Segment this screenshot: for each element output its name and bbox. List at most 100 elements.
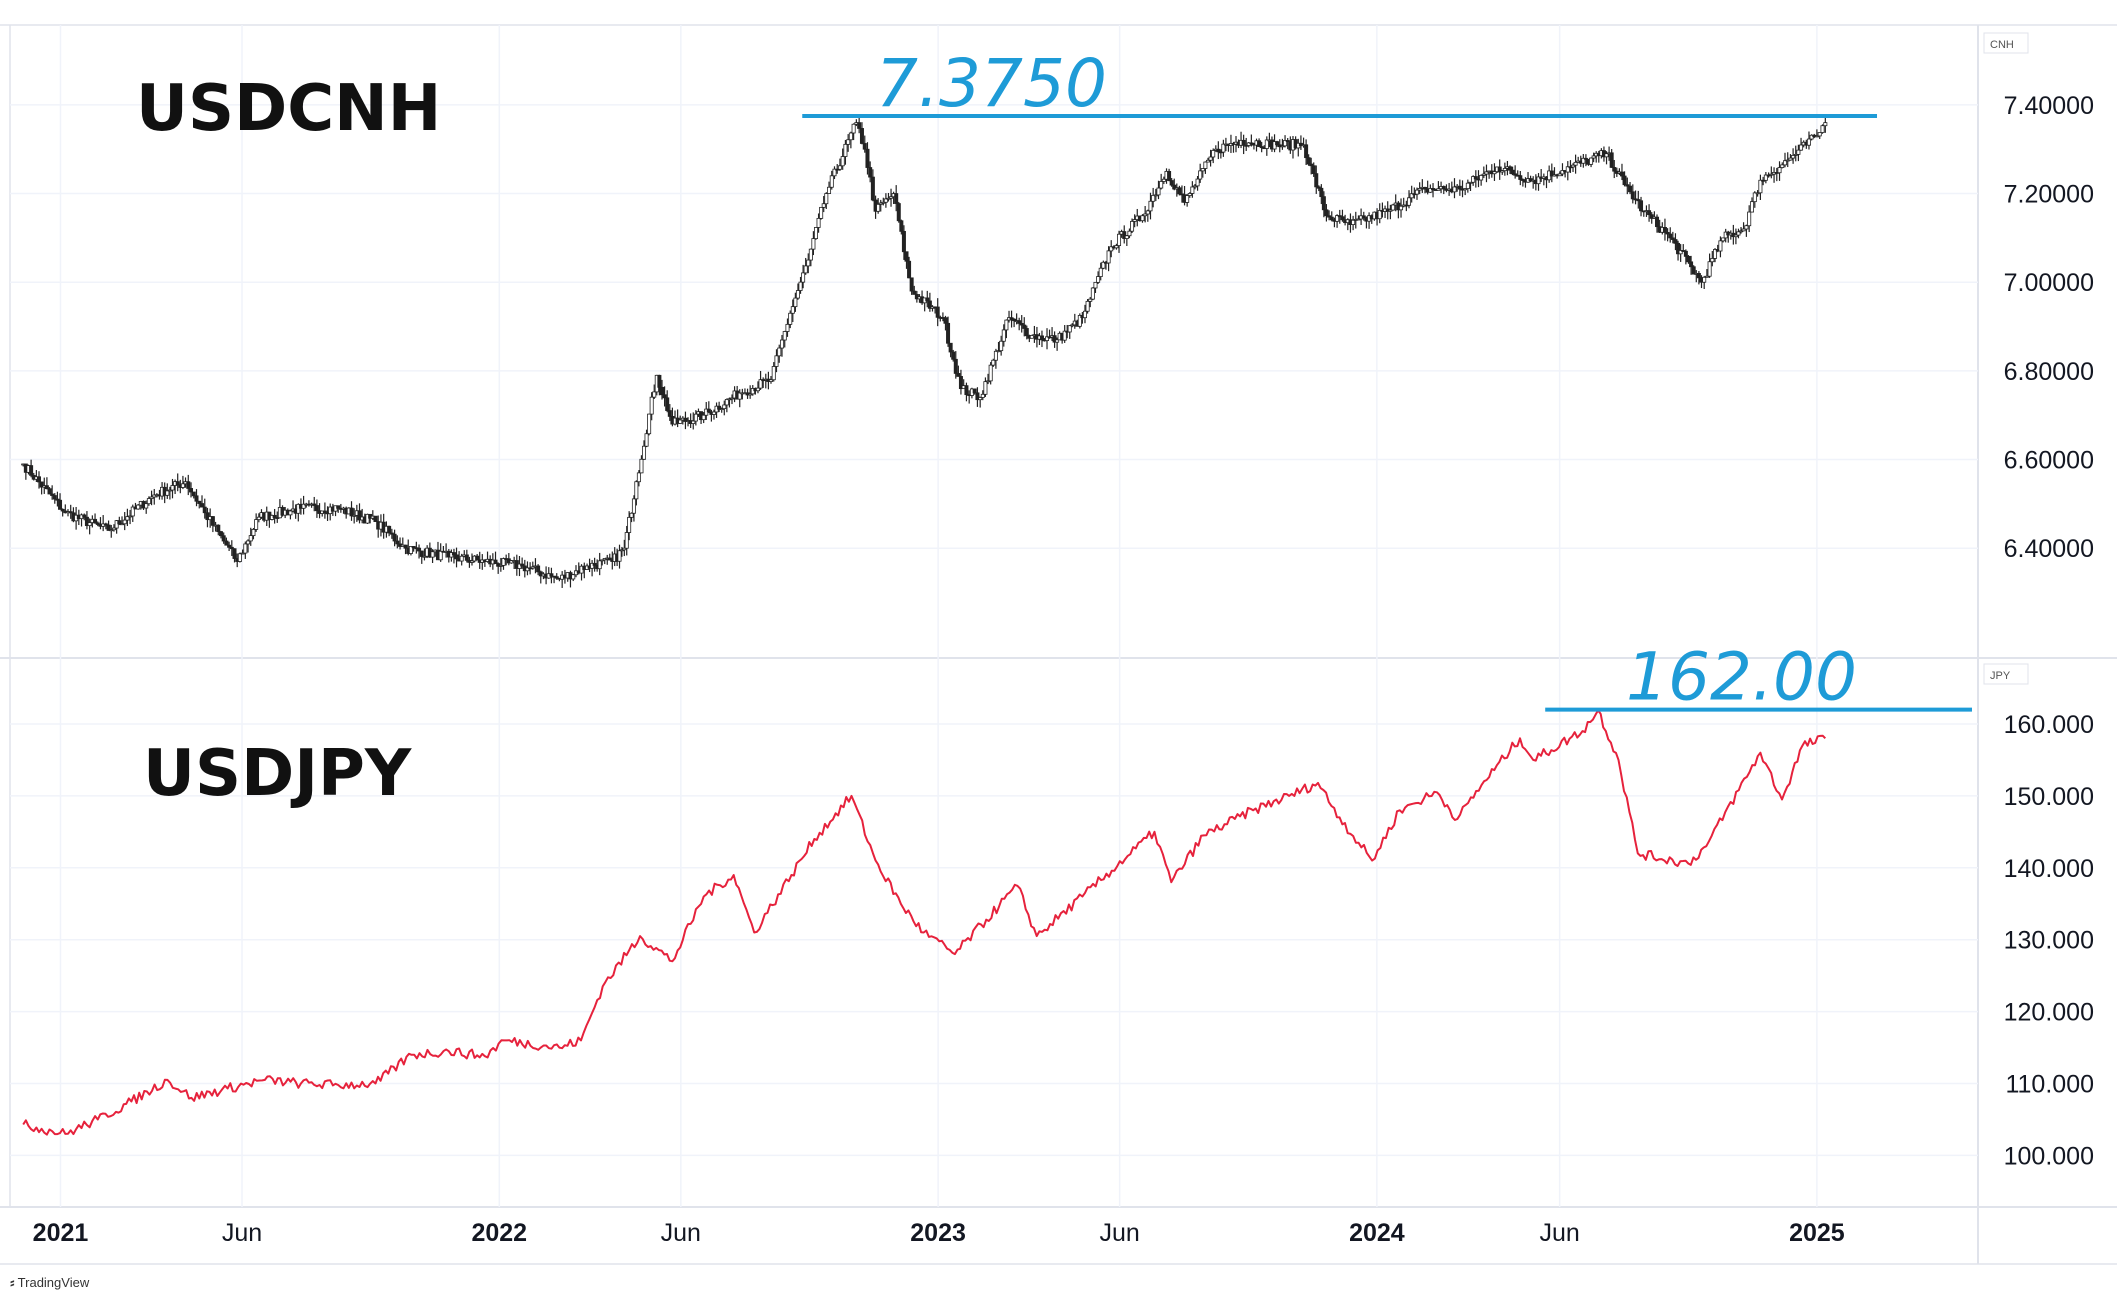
candle-body — [1785, 159, 1790, 162]
candle-body — [750, 388, 755, 395]
candle-body — [1484, 171, 1489, 175]
candle-body — [256, 516, 261, 520]
candle-body — [464, 554, 469, 561]
candle-body — [389, 532, 394, 535]
candle-body — [1090, 287, 1095, 300]
candle-body — [229, 546, 234, 550]
candle-body — [975, 392, 980, 401]
price-axes: 7.40000 7.20000 7.00000 6.80000 6.60000 6.400… — [2004, 92, 2094, 1171]
candle-body — [1796, 149, 1801, 155]
candle-body — [1161, 178, 1166, 182]
candle-body — [1259, 146, 1264, 149]
candle-body — [146, 498, 151, 505]
candle-body — [851, 123, 856, 134]
candle-body — [93, 518, 98, 524]
candle-body — [1314, 173, 1319, 188]
candle-body — [657, 374, 662, 388]
candle-body — [865, 148, 870, 168]
candle-body — [189, 488, 194, 493]
time-tick-label: 2021 — [33, 1219, 89, 1247]
candle-body — [607, 557, 612, 561]
candle-body — [237, 553, 242, 562]
candle-body — [1806, 138, 1811, 146]
candle-body — [777, 347, 782, 357]
candle-body — [662, 394, 667, 399]
candle-body — [357, 510, 362, 521]
candle-body — [1686, 255, 1691, 263]
candle-body — [889, 196, 894, 199]
candle-body — [180, 483, 185, 488]
candle-body — [1311, 165, 1316, 175]
candle-body — [1316, 186, 1321, 189]
candle-body — [430, 551, 435, 558]
candle-body — [1198, 170, 1203, 180]
candle-body — [907, 260, 912, 279]
candle-body — [978, 397, 983, 401]
candle-body — [1788, 157, 1793, 161]
candle-body — [986, 380, 991, 383]
candle-body — [1012, 318, 1017, 322]
candle-body — [1415, 189, 1420, 195]
candle-body — [1195, 178, 1200, 187]
candle-body — [202, 506, 207, 514]
candle-body — [197, 500, 202, 504]
candle-body — [999, 340, 1004, 352]
candle-body — [1497, 166, 1502, 173]
candle-body — [1096, 276, 1101, 283]
candle-body — [730, 397, 735, 400]
candle-body — [1143, 213, 1148, 217]
candle-body — [1479, 174, 1484, 181]
candle-body — [84, 516, 89, 527]
candle-body — [837, 165, 842, 170]
candle-body — [1024, 328, 1029, 337]
candle-body — [790, 306, 795, 314]
candle-body — [758, 379, 763, 389]
time-tick-label: Jun — [661, 1219, 701, 1247]
price-tick-label: 100.000 — [2004, 1142, 2094, 1170]
candle-body — [1619, 171, 1624, 177]
candle-body — [301, 503, 306, 509]
candle-body — [106, 524, 111, 531]
candle-body — [883, 198, 888, 203]
candle-body — [349, 507, 354, 517]
candle-body — [597, 560, 602, 570]
candle-body — [953, 358, 958, 374]
candle-body — [737, 392, 742, 400]
candle-body — [1431, 188, 1436, 190]
candle-body — [218, 531, 223, 537]
candle-body — [1399, 205, 1404, 211]
candle-body — [1140, 215, 1145, 222]
candle-body — [925, 297, 930, 302]
candle-body — [1192, 185, 1197, 188]
candle-body — [1327, 215, 1332, 218]
candle-body — [186, 481, 191, 489]
candle-body — [1088, 298, 1093, 302]
candle-body — [912, 290, 917, 295]
candle-body — [117, 520, 122, 525]
candle-body — [1782, 160, 1787, 166]
candle-body — [111, 527, 116, 531]
candle-body — [392, 533, 397, 542]
candle-body — [983, 381, 988, 395]
candle-body — [1388, 209, 1393, 212]
candle-body — [1085, 300, 1090, 312]
candle-body — [1335, 215, 1340, 222]
candle-body — [1513, 173, 1518, 176]
candle-body — [878, 202, 883, 205]
grid — [10, 25, 1978, 1207]
candle-body — [210, 516, 215, 526]
candle-body — [665, 397, 670, 411]
price-tick-label: 7.00000 — [2004, 269, 2094, 297]
candle-body — [1763, 174, 1768, 181]
candle-body — [95, 522, 100, 525]
candle-body — [1324, 209, 1329, 217]
candle-body — [149, 496, 154, 499]
candle-body — [811, 238, 816, 250]
candle-body — [254, 519, 259, 530]
tradingview-footer[interactable]: ⸗ TradingView — [10, 1274, 89, 1290]
candle-body — [1321, 196, 1326, 211]
candle-body — [717, 405, 722, 410]
candle-body — [693, 413, 698, 422]
candle-body — [1241, 139, 1246, 146]
candle-body — [821, 203, 826, 208]
